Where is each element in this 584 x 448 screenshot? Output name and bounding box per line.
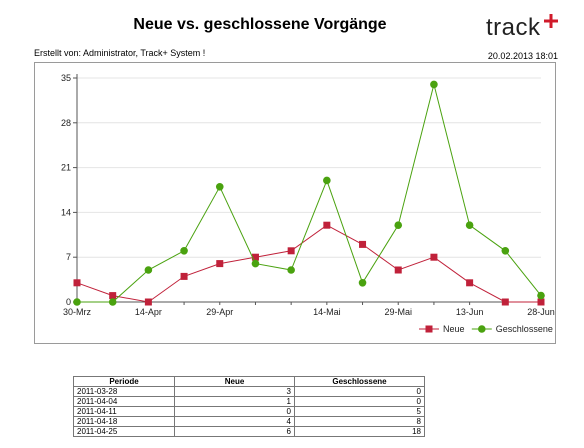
data-point-neue xyxy=(109,292,117,300)
data-point-neue xyxy=(73,279,81,287)
column-header-geschlossene: Geschlossene xyxy=(294,376,425,387)
timestamp-text: 20.02.2013 18:01 xyxy=(487,51,558,61)
plus-logo-icon xyxy=(544,14,558,28)
cell-neue: 6 xyxy=(174,426,295,437)
cell-neue: 4 xyxy=(174,416,295,427)
x-tick-label: 14-Mai xyxy=(313,307,341,317)
data-point-neue xyxy=(466,279,474,287)
legend-label: Geschlossene xyxy=(496,324,553,334)
data-point-geschlossene xyxy=(501,247,510,255)
data-point-geschlossene xyxy=(394,221,403,229)
cell-geschlossene: 0 xyxy=(294,396,425,407)
legend-marker-geschlossene xyxy=(478,325,486,333)
cell-periode: 2011-03-28 xyxy=(73,386,175,397)
column-header-periode: Periode xyxy=(73,376,175,387)
cell-geschlossene: 18 xyxy=(294,426,425,437)
data-point-geschlossene xyxy=(287,266,295,274)
x-tick-label: 28-Jun xyxy=(527,307,555,317)
data-point-neue xyxy=(537,298,545,306)
x-tick-label: 30-Mrz xyxy=(63,307,92,317)
report-title: Neue vs. geschlossene Vorgänge xyxy=(133,16,387,33)
data-point-neue xyxy=(323,221,331,229)
x-tick-label: 29-Apr xyxy=(206,307,233,317)
logo-text: track xyxy=(486,14,541,41)
data-point-neue xyxy=(359,240,367,248)
data-point-neue xyxy=(394,266,402,274)
cell-geschlossene: 8 xyxy=(294,416,425,427)
line-chart: 0 7 14 21 28 35 30-Mrz 14-Apr 29-Apr 14-Mai 29-Mai… xyxy=(61,73,555,334)
data-table: Periode Neue Geschlossene 2011-03-28 3 0… xyxy=(73,376,425,437)
table-header-row: Periode Neue Geschlossene xyxy=(73,376,425,387)
cell-neue: 3 xyxy=(174,386,295,397)
column-header-neue: Neue xyxy=(174,376,295,387)
series-line-neue xyxy=(76,224,541,303)
cell-periode: 2011-04-25 xyxy=(73,426,175,437)
track-logo: track xyxy=(486,14,560,44)
data-point-geschlossene xyxy=(73,298,81,306)
chart-frame: 0 7 14 21 28 35 30-Mrz 14-Apr 29-Apr 14-Mai 29-Mai… xyxy=(34,62,556,344)
cell-neue: 0 xyxy=(174,406,295,417)
data-point-neue xyxy=(180,272,188,280)
series-line-geschlossene xyxy=(77,84,542,303)
data-point-geschlossene xyxy=(180,247,188,255)
created-by-text: Erstellt von: Administrator, Track+ Syst… xyxy=(34,48,206,58)
data-point-geschlossene xyxy=(430,80,438,89)
cell-geschlossene: 5 xyxy=(294,406,425,417)
cell-periode: 2011-04-18 xyxy=(73,416,175,427)
data-point-geschlossene xyxy=(251,259,260,268)
data-point-geschlossene xyxy=(215,183,224,191)
y-tick-label: 35 xyxy=(61,73,71,83)
x-tick-label: 13-Jun xyxy=(456,307,484,317)
data-point-neue xyxy=(251,253,259,261)
cell-periode: 2011-04-11 xyxy=(73,406,175,417)
y-tick-label: 0 xyxy=(66,297,71,307)
table-row: 2011-04-18 4 8 xyxy=(73,416,425,427)
y-tick-label: 7 xyxy=(66,252,71,262)
table-row: 2011-03-28 3 0 xyxy=(73,386,425,397)
data-point-neue xyxy=(216,260,224,268)
data-point-neue xyxy=(501,298,509,306)
data-point-neue xyxy=(430,253,438,261)
legend-marker-neue xyxy=(425,325,433,333)
data-point-geschlossene xyxy=(144,266,153,274)
data-point-geschlossene xyxy=(323,176,331,185)
x-tick-label: 14-Apr xyxy=(135,307,162,317)
cell-periode: 2011-04-04 xyxy=(73,396,175,407)
cell-neue: 1 xyxy=(174,396,295,407)
legend-label: Neue xyxy=(443,324,465,334)
table-row: 2011-04-25 6 18 xyxy=(73,426,425,437)
y-tick-label: 14 xyxy=(61,207,71,217)
data-point-neue xyxy=(287,247,295,255)
data-point-geschlossene xyxy=(465,221,474,229)
data-point-geschlossene xyxy=(358,279,367,287)
y-tick-label: 21 xyxy=(61,163,71,173)
cell-geschlossene: 0 xyxy=(294,386,425,397)
data-point-geschlossene xyxy=(108,298,117,306)
y-tick-label: 28 xyxy=(61,118,71,128)
table-row: 2011-04-11 0 5 xyxy=(73,406,425,417)
x-tick-label: 29-Mai xyxy=(384,307,412,317)
data-point-neue xyxy=(144,298,152,306)
data-point-geschlossene xyxy=(537,291,545,300)
table-row: 2011-04-04 1 0 xyxy=(73,396,425,407)
